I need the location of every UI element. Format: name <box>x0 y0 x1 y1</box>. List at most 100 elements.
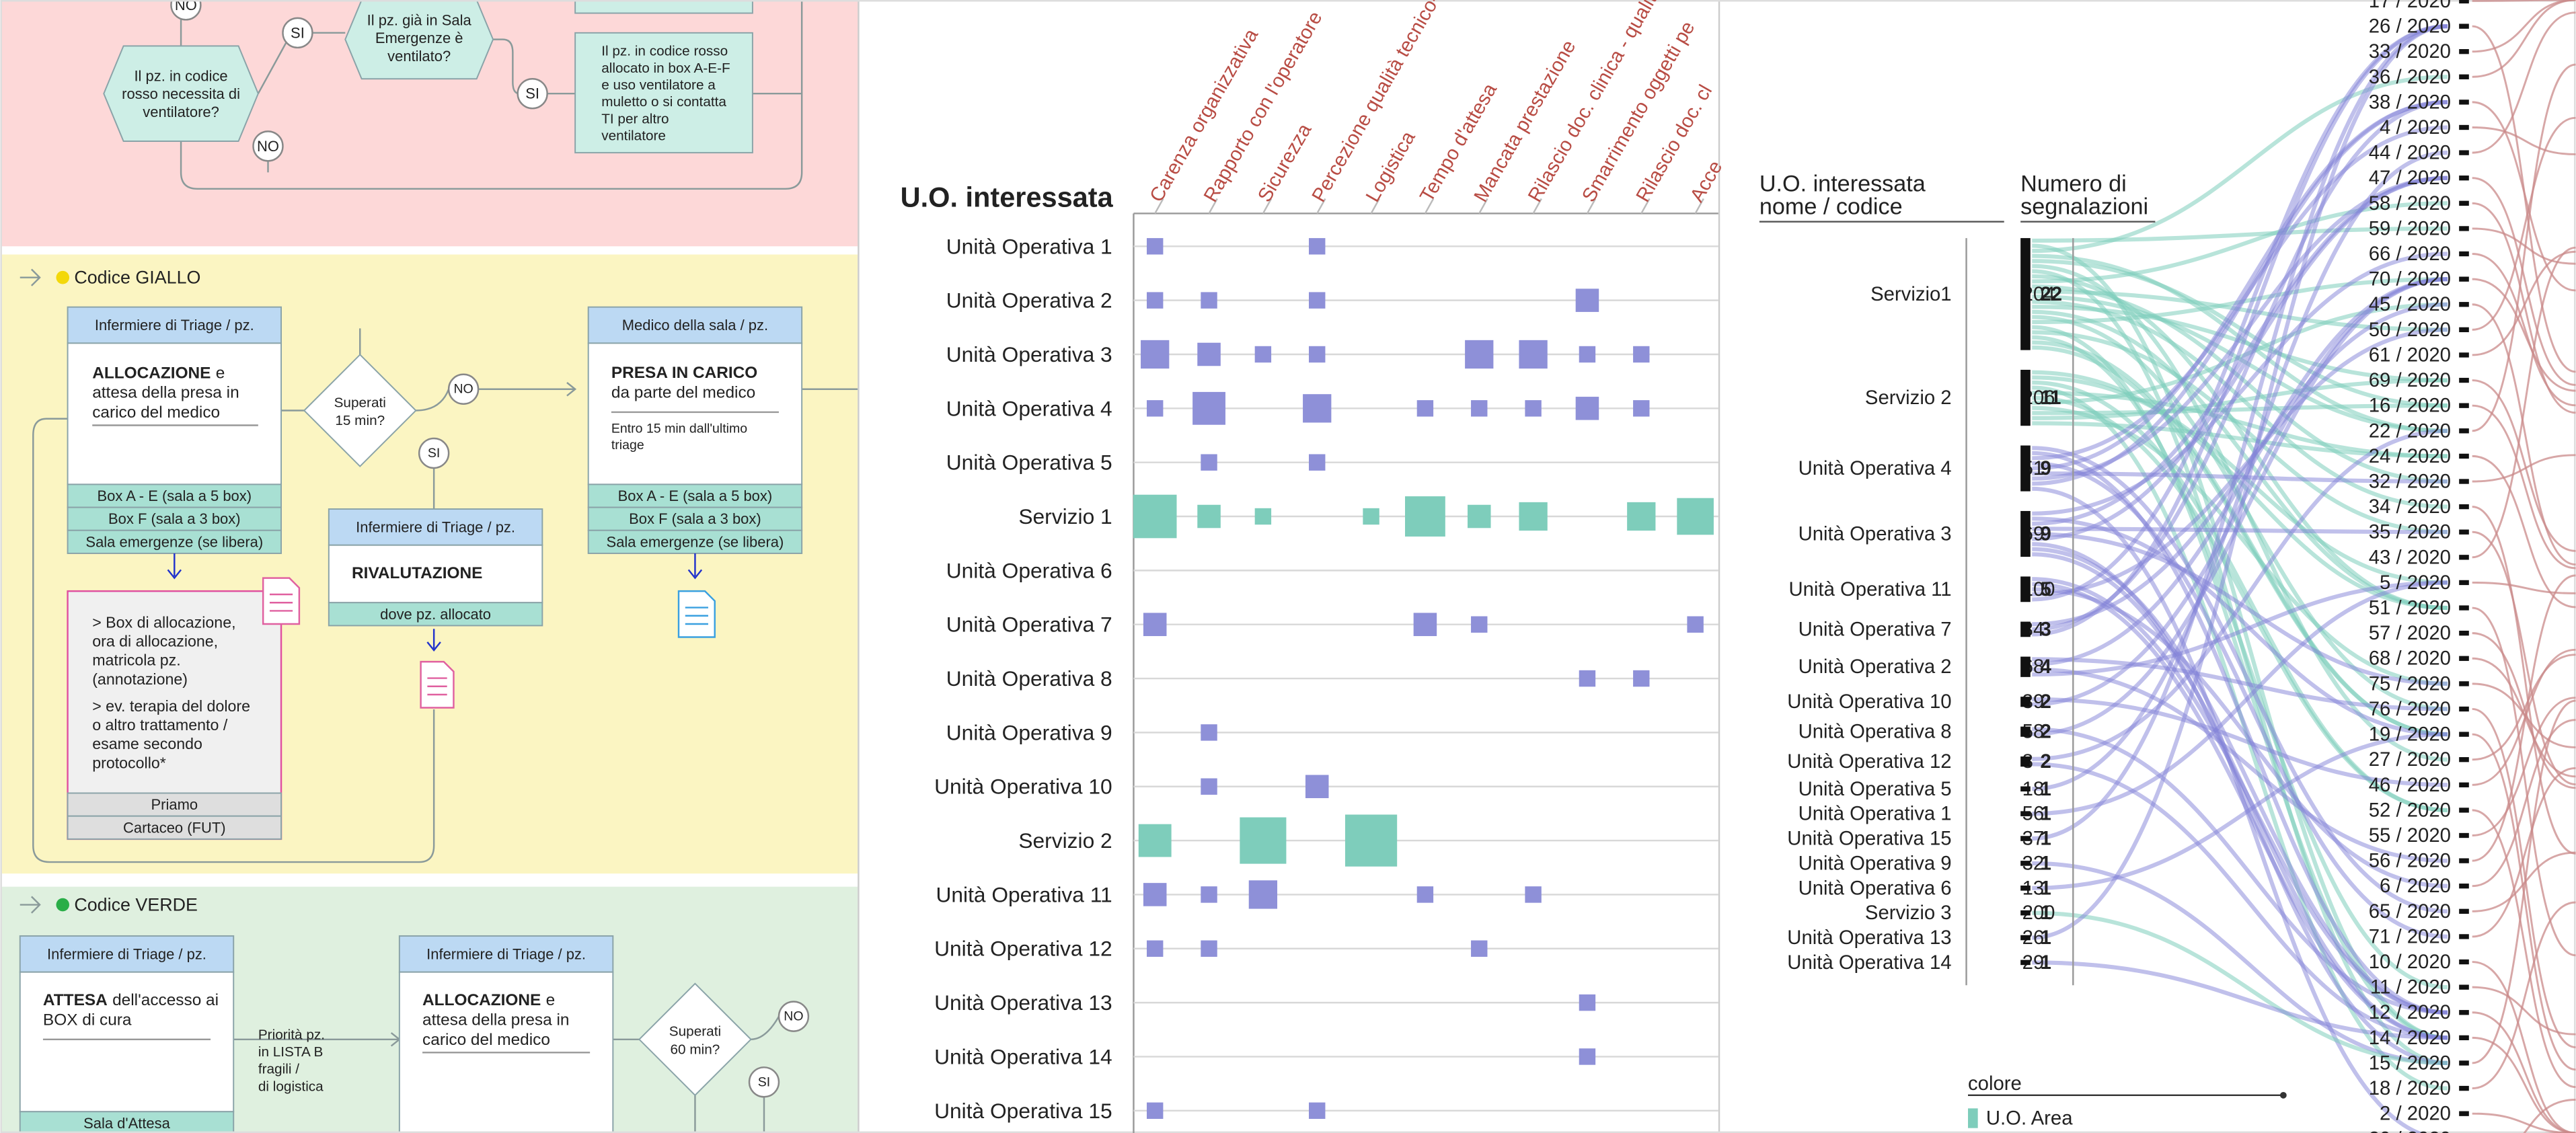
bold-text: ATTESA <box>43 991 108 1009</box>
column-tick <box>1532 198 1542 214</box>
date-tick <box>2459 1035 2469 1041</box>
box-title: RIVALUTAZIONE <box>352 564 482 582</box>
row-label: Unità Operativa 1 <box>946 234 1112 258</box>
arrow <box>687 553 703 580</box>
flow-line <box>2523 1099 2576 1133</box>
document-icon <box>420 660 455 709</box>
text-line: attesa della presa in <box>92 383 239 401</box>
unit-name: Unità Operativa 7 <box>1798 618 1952 640</box>
date-tick <box>2459 150 2469 155</box>
text-line: BOX di cura <box>43 1011 132 1029</box>
matrix-cell <box>1146 1102 1164 1119</box>
row-text: Sala d'Attesa <box>83 1115 171 1132</box>
unit-name: Unità Operativa 1 <box>1798 803 1952 825</box>
unit-name: Servizio1 <box>1870 283 1952 305</box>
count-bar <box>2020 811 2031 816</box>
box-title: ATTESA dell'accesso ai <box>43 991 219 1009</box>
text-line: triage <box>611 438 644 453</box>
flow-line <box>2032 727 2448 1015</box>
unit-name: Unità Operativa 15 <box>1787 828 1951 850</box>
row-label: Unità Operativa 10 <box>934 775 1112 799</box>
box-title: PRESA IN CARICO <box>611 364 757 382</box>
legend-swatch <box>1968 1108 1978 1128</box>
text-line: allocato in box A-E-F <box>601 60 730 75</box>
date-label: 70 / 2020 <box>2369 268 2451 290</box>
text-line: segnalazioni <box>2020 194 2148 220</box>
count-bar <box>2020 621 2031 637</box>
connector <box>180 0 803 190</box>
flow-line <box>2032 861 2448 1066</box>
unit-name: Unità Operativa 2 <box>1798 656 1952 678</box>
text-line: Il pz. in codice rosso <box>601 43 728 58</box>
action-box <box>574 32 753 154</box>
matrix-cell <box>1248 880 1278 909</box>
matrix-cell <box>1143 883 1167 906</box>
date-tick <box>2459 808 2469 813</box>
count-bar <box>2020 910 2031 916</box>
date-label: 58 / 2020 <box>2369 192 2451 214</box>
matrix-cell <box>1201 454 1217 471</box>
matrix-cell <box>1471 616 1488 633</box>
text-line: di logistica <box>258 1079 324 1094</box>
date-label: 6 / 2020 <box>2380 875 2451 897</box>
column-tick <box>1640 198 1651 214</box>
text-line: in LISTA B <box>258 1044 324 1060</box>
row-label: Unità Operativa 4 <box>946 396 1112 420</box>
date-label: 47 / 2020 <box>2369 167 2451 189</box>
unit-name: Servizio 3 <box>1865 902 1952 924</box>
flow-line <box>2472 63 2576 432</box>
flow-line <box>2472 278 2576 392</box>
date-label: 17 / 2020 <box>2369 0 2451 12</box>
date-tick <box>2459 175 2469 181</box>
date-tick <box>2459 1111 2469 1116</box>
flow-line <box>2472 253 2576 407</box>
flow-line <box>2032 305 2448 383</box>
text-line: Superati <box>669 1023 721 1039</box>
text-line: Numero di <box>2020 171 2127 197</box>
row-label: Unità Operativa 3 <box>946 342 1112 366</box>
matrix-cell <box>1309 1102 1326 1119</box>
date-label: 69 / 2020 <box>2369 369 2451 391</box>
matrix-cell <box>1579 1048 1596 1065</box>
count-bar <box>2020 510 2031 557</box>
role-text: Infermiere di Triage / pz. <box>47 945 206 962</box>
matrix-cell <box>1575 397 1599 420</box>
date-tick <box>2459 757 2469 763</box>
date-label: 43 / 2020 <box>2369 546 2451 568</box>
count-bar <box>2020 861 2031 866</box>
flow-line <box>2472 1036 2576 1133</box>
bold-text: ALLOCAZIONE <box>422 991 541 1009</box>
count-label: 2 <box>2040 750 2051 773</box>
date-tick <box>2459 529 2469 535</box>
column-header: Numero di segnalazioni <box>2020 171 2148 220</box>
unit-name: Unità Operativa 8 <box>1798 721 1952 743</box>
text-line: esame secondo <box>92 735 202 752</box>
matrix-cell <box>1133 494 1177 539</box>
count-label: 22 <box>2040 283 2062 305</box>
legend-title: colore <box>1968 1072 2022 1095</box>
matrix-cell <box>1413 613 1437 636</box>
box-title: ALLOCAZIONE e <box>422 991 555 1009</box>
matrix-cell <box>1309 454 1326 471</box>
date-label: 52 / 2020 <box>2369 799 2451 821</box>
flow-line <box>2472 767 2576 938</box>
flow-line <box>2472 250 2576 356</box>
date-tick <box>2459 858 2469 863</box>
matrix-cell <box>1146 292 1164 309</box>
date-tick <box>2459 327 2469 333</box>
flow-line <box>2032 960 2448 1040</box>
flow-line <box>2472 986 2576 1036</box>
flow-line <box>2032 531 2448 686</box>
matrix-cell <box>1677 498 1714 535</box>
column-tick <box>1208 198 1218 214</box>
node-circle <box>517 77 548 110</box>
flow-line <box>2032 151 2448 791</box>
flow-line <box>2472 581 2576 594</box>
column-tick <box>1370 198 1380 214</box>
flow-line <box>2472 11 2576 154</box>
matrix-cell <box>1141 340 1170 369</box>
role-header <box>19 935 235 973</box>
text-line: ventilatore <box>601 128 666 143</box>
row-label: Unità Operativa 7 <box>946 613 1112 637</box>
flow-line <box>2032 24 2448 940</box>
